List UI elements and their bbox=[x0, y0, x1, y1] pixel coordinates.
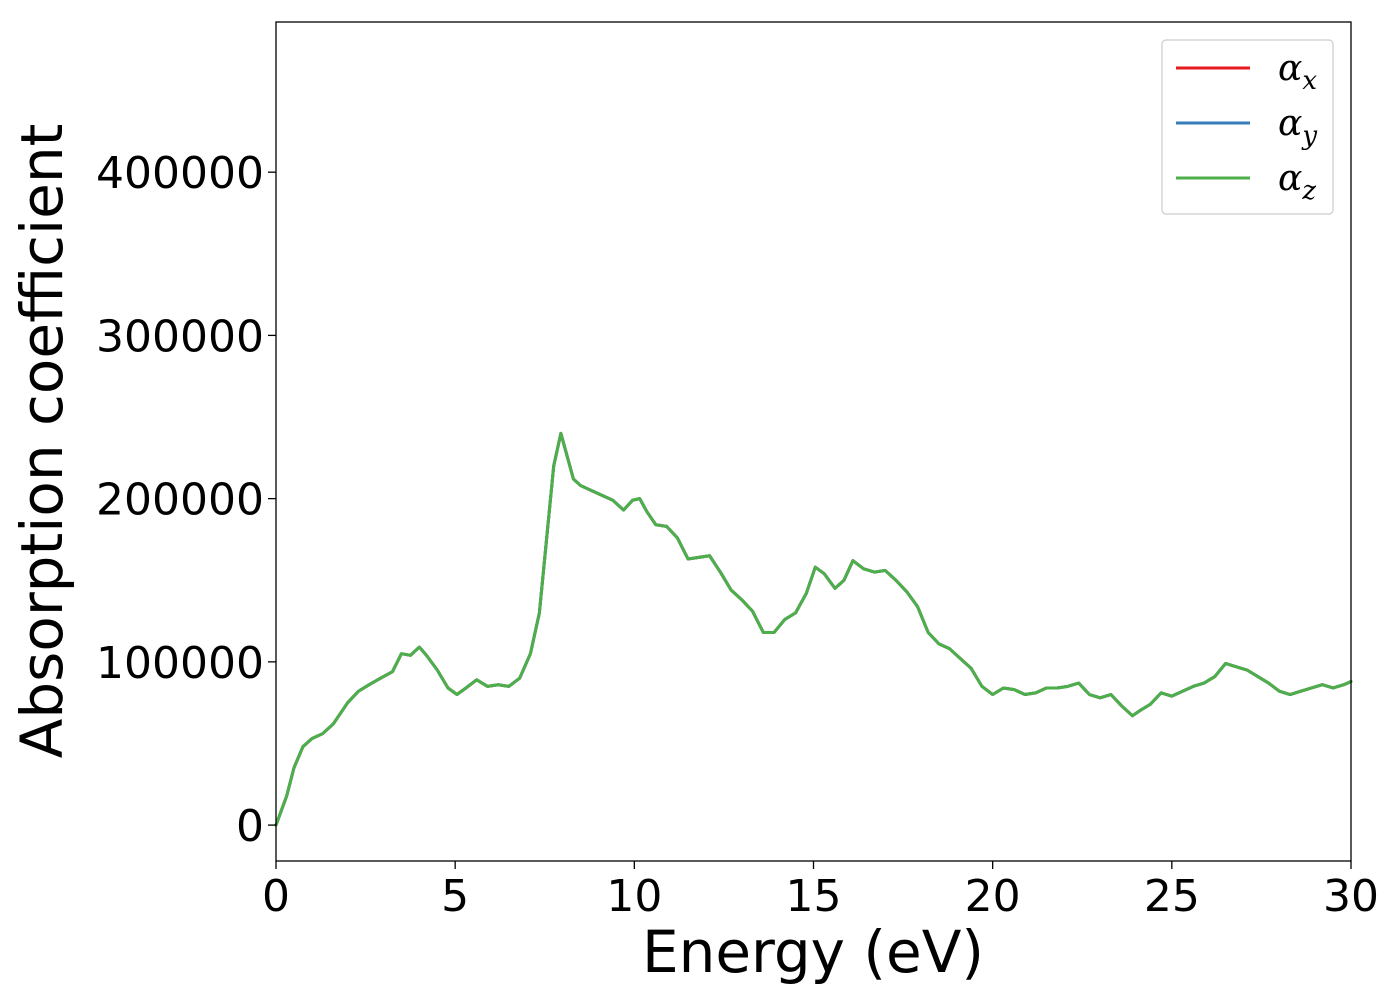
y-tick-label: 200000 bbox=[96, 475, 264, 526]
x-tick-label: 10 bbox=[606, 871, 662, 922]
x-tick-label: 30 bbox=[1323, 871, 1379, 922]
x-tick-label: 25 bbox=[1144, 871, 1200, 922]
x-axis-label: Energy (eV) bbox=[642, 918, 984, 986]
y-tick-label: 100000 bbox=[96, 638, 264, 689]
y-tick-label: 400000 bbox=[96, 148, 264, 199]
x-tick-label: 15 bbox=[786, 871, 842, 922]
y-tick-label: 0 bbox=[236, 801, 264, 852]
x-tick-label: 20 bbox=[965, 871, 1021, 922]
y-tick-label: 300000 bbox=[96, 311, 264, 362]
x-tick-label: 0 bbox=[262, 871, 290, 922]
legend-label-z: αz bbox=[1278, 158, 1316, 206]
legend-label-y: αy bbox=[1278, 103, 1317, 151]
legend-label-x: αx bbox=[1278, 48, 1317, 96]
y-axis-label: Absorption coefficient bbox=[8, 124, 76, 759]
series-layer bbox=[274, 431, 1353, 827]
series-line-z bbox=[274, 431, 1353, 827]
axes-layer: 0 5 10 15 20 25 30 0 100000 200000 300000 400000 bbox=[96, 21, 1379, 922]
x-tick-label: 5 bbox=[441, 871, 469, 922]
legend-box bbox=[1161, 39, 1334, 215]
legend: αx αy αz bbox=[1161, 39, 1334, 215]
